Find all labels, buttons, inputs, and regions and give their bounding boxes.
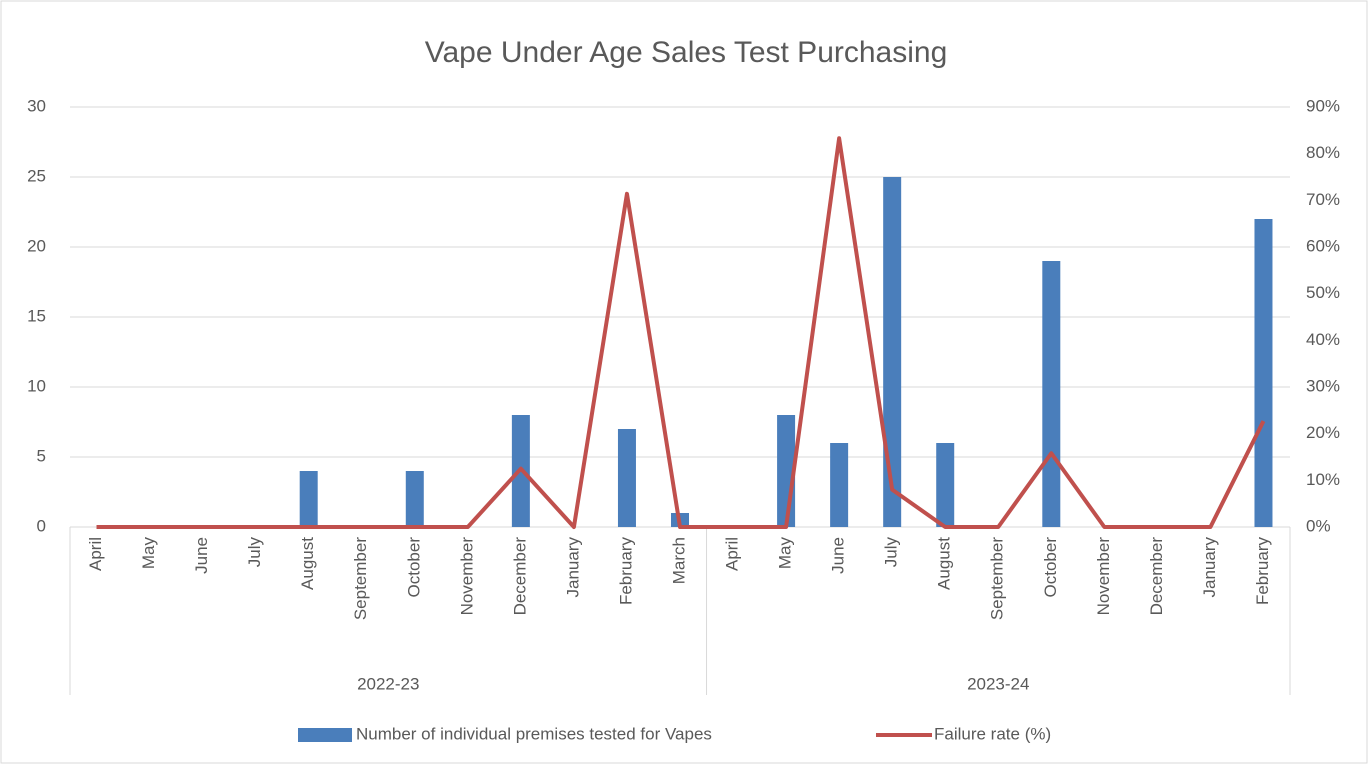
x-tick-label: April xyxy=(86,537,105,571)
x-tick-label: May xyxy=(139,537,158,570)
y-tick-label: 25 xyxy=(27,166,46,185)
y-tick-label: 5 xyxy=(37,446,46,465)
x-tick-label: May xyxy=(776,537,795,570)
x-tick-label: June xyxy=(192,537,211,574)
chart-title: Vape Under Age Sales Test Purchasing xyxy=(425,36,948,69)
x-tick-label: August xyxy=(935,537,954,590)
y-tick-label: 20 xyxy=(27,236,46,255)
x-tick-label: February xyxy=(1253,537,1272,606)
x-group-label: 2023-24 xyxy=(967,674,1029,693)
legend-label: Failure rate (%) xyxy=(934,724,1051,743)
y2-tick-label: 50% xyxy=(1306,283,1340,302)
y-tick-label: 30 xyxy=(27,96,46,115)
bar xyxy=(830,443,849,527)
y2-tick-label: 20% xyxy=(1306,423,1340,442)
x-group-label: 2022-23 xyxy=(357,674,419,693)
x-tick-label: August xyxy=(298,537,317,590)
x-tick-label: July xyxy=(882,537,901,568)
x-tick-label: February xyxy=(616,537,635,606)
bar xyxy=(617,429,636,527)
x-tick-label: March xyxy=(669,537,688,584)
bar xyxy=(405,471,424,527)
y2-tick-label: 30% xyxy=(1306,376,1340,395)
line xyxy=(96,136,1266,529)
y2-tick-label: 0% xyxy=(1306,516,1331,535)
x-tick-label: December xyxy=(1147,537,1166,616)
x-tick-label: December xyxy=(510,537,529,616)
y-tick-label: 0 xyxy=(37,516,46,535)
y-tick-label: 10 xyxy=(27,376,46,395)
bar xyxy=(936,443,955,527)
y2-tick-label: 10% xyxy=(1306,470,1340,489)
y2-tick-label: 80% xyxy=(1306,143,1340,162)
x-tick-label: January xyxy=(563,537,582,598)
x-tick-label: January xyxy=(1200,537,1219,598)
bar xyxy=(1042,261,1061,527)
bar xyxy=(299,471,318,527)
x-tick-label: October xyxy=(1041,537,1060,598)
y2-tick-label: 60% xyxy=(1306,236,1340,255)
y-tick-label: 15 xyxy=(27,306,46,325)
y2-tick-label: 40% xyxy=(1306,330,1340,349)
x-tick-label: November xyxy=(457,537,476,616)
y2-tick-label: 70% xyxy=(1306,190,1340,209)
x-tick-label: October xyxy=(404,537,423,598)
bar xyxy=(883,177,902,527)
bar xyxy=(1254,219,1273,527)
x-tick-label: April xyxy=(723,537,742,571)
x-tick-label: June xyxy=(829,537,848,574)
x-tick-label: July xyxy=(245,537,264,568)
y2-tick-label: 90% xyxy=(1306,96,1340,115)
x-tick-label: September xyxy=(351,537,370,620)
legend-label: Number of individual premises tested for… xyxy=(356,724,712,743)
x-tick-label: September xyxy=(988,537,1007,620)
x-tick-label: November xyxy=(1094,537,1113,616)
legend-swatch xyxy=(298,728,352,742)
